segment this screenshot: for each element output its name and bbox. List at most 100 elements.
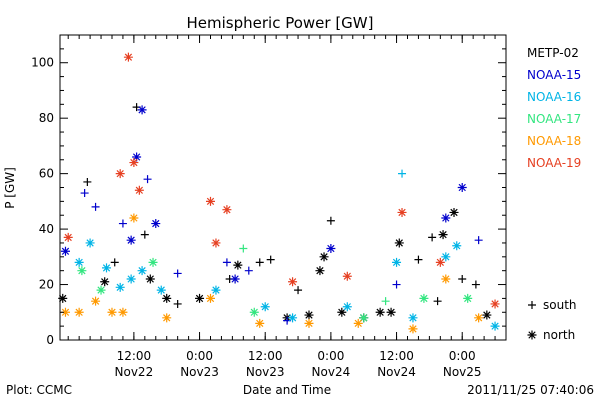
data-point-noaa-19 — [134, 185, 144, 195]
data-point-noaa-18 — [118, 307, 128, 317]
data-point-noaa-16 — [288, 313, 298, 323]
y-tick-label: 20 — [39, 278, 54, 292]
data-point-noaa-18 — [107, 307, 117, 317]
data-point-noaa-17 — [77, 266, 87, 276]
data-point-metp-02 — [386, 307, 396, 317]
data-point-metp-02 — [438, 230, 448, 240]
y-tick-label: 80 — [39, 111, 54, 125]
data-point-noaa-15 — [137, 105, 147, 115]
x-tick-time-label: 12:00 — [117, 349, 152, 363]
data-point-noaa-17 — [96, 285, 106, 295]
data-point-noaa-16 — [260, 302, 270, 312]
x-tick-time-label: 0:00 — [449, 349, 476, 363]
data-point-noaa-15 — [441, 213, 451, 223]
data-point-noaa-16 — [342, 302, 352, 312]
data-point-noaa-17 — [419, 293, 429, 303]
data-point-noaa-19 — [211, 238, 221, 248]
legend-marker-south — [528, 301, 536, 309]
y-tick-label: 0 — [46, 333, 54, 347]
data-point-noaa-19 — [123, 52, 133, 62]
data-point-noaa-19 — [129, 158, 139, 168]
data-point-metp-02 — [83, 177, 92, 186]
data-point-metp-02 — [145, 274, 155, 284]
footer-right: 2011/11/25 07:40:06 — [467, 383, 594, 397]
data-point-noaa-19 — [63, 232, 73, 242]
data-point-noaa-18 — [441, 274, 451, 284]
data-point-noaa-19 — [288, 277, 298, 287]
data-point-noaa-16 — [490, 321, 500, 331]
legend: METP-02 NOAA-15 NOAA-16 NOAA-17 NOAA-18 NOAA-… — [527, 46, 581, 342]
data-point-metp-02 — [414, 255, 423, 264]
data-point-metp-02 — [375, 307, 385, 317]
data-point-noaa-15 — [151, 219, 161, 229]
y-axis-label: P [GW] — [3, 167, 17, 209]
data-point-noaa-15 — [474, 236, 483, 245]
y-tick-label: 40 — [39, 222, 54, 236]
data-point-noaa-19 — [342, 271, 352, 281]
data-point-metp-02 — [428, 233, 437, 242]
y-tick-label: 100 — [31, 56, 54, 70]
data-point-metp-02 — [471, 280, 480, 289]
data-point-metp-02 — [294, 286, 303, 295]
x-tick-time-label: 0:00 — [186, 349, 213, 363]
data-point-metp-02 — [195, 293, 205, 303]
data-point-noaa-15 — [326, 244, 336, 253]
data-point-metp-02 — [304, 310, 314, 320]
data-point-noaa-15 — [392, 280, 401, 289]
data-point-noaa-18 — [129, 213, 139, 223]
data-point-metp-02 — [140, 230, 149, 239]
data-point-metp-02 — [326, 216, 335, 225]
legend-marker-label: south — [543, 298, 577, 312]
chart-title: Hemispheric Power [GW] — [187, 14, 374, 32]
data-point-noaa-19 — [115, 169, 125, 179]
data-point-metp-02 — [449, 207, 459, 217]
x-tick-time-label: 0:00 — [317, 349, 344, 363]
data-point-noaa-15 — [143, 175, 152, 184]
data-point-noaa-19 — [222, 205, 232, 215]
data-point-noaa-17 — [381, 297, 390, 306]
x-tick-time-label: 12:00 — [379, 349, 414, 363]
data-point-noaa-17 — [463, 293, 473, 303]
x-axis-label: Date and Time — [243, 383, 331, 397]
data-point-metp-02 — [162, 293, 172, 303]
data-point-noaa-16 — [452, 241, 462, 251]
data-point-noaa-16 — [408, 313, 418, 323]
data-point-noaa-15 — [173, 269, 182, 278]
y-axis: 0 20 40 60 80 100 — [31, 48, 506, 347]
legend-entry: METP-02 — [527, 46, 579, 60]
data-point-metp-02 — [315, 266, 325, 276]
data-point-metp-02 — [266, 255, 275, 264]
data-point-noaa-16 — [74, 257, 84, 267]
x-tick-date-label: Nov25 — [443, 365, 482, 379]
data-point-noaa-16 — [102, 263, 112, 273]
data-point-noaa-16 — [392, 257, 402, 267]
data-point-noaa-18 — [353, 318, 363, 328]
x-tick-date-label: Nov23 — [180, 365, 219, 379]
data-point-noaa-16 — [115, 282, 125, 292]
data-point-noaa-15 — [244, 266, 253, 275]
data-point-noaa-18 — [408, 324, 418, 334]
data-point-noaa-17 — [239, 244, 248, 253]
legend-entry: NOAA-16 — [527, 90, 581, 104]
data-point-metp-02 — [173, 299, 182, 308]
data-point-noaa-15 — [80, 189, 89, 198]
plot-frame — [59, 34, 507, 341]
data-point-noaa-19 — [435, 257, 445, 267]
data-point-metp-02 — [394, 238, 404, 248]
data-point-metp-02 — [255, 258, 264, 267]
y-tick-label: 60 — [39, 167, 54, 181]
data-point-noaa-19 — [205, 196, 215, 206]
data-point-metp-02 — [458, 275, 467, 283]
data-point-noaa-15 — [91, 202, 100, 211]
x-tick-date-label: Nov24 — [377, 365, 416, 379]
data-point-metp-02 — [482, 310, 492, 320]
data-point-noaa-15 — [222, 258, 231, 267]
data-point-noaa-15 — [457, 183, 467, 192]
data-point-noaa-16 — [156, 285, 166, 295]
data-point-noaa-18 — [91, 296, 101, 306]
legend-entry: NOAA-15 — [527, 68, 581, 82]
data-point-noaa-15 — [132, 152, 142, 162]
data-point-noaa-18 — [60, 307, 70, 317]
data-point-noaa-18 — [304, 318, 314, 328]
